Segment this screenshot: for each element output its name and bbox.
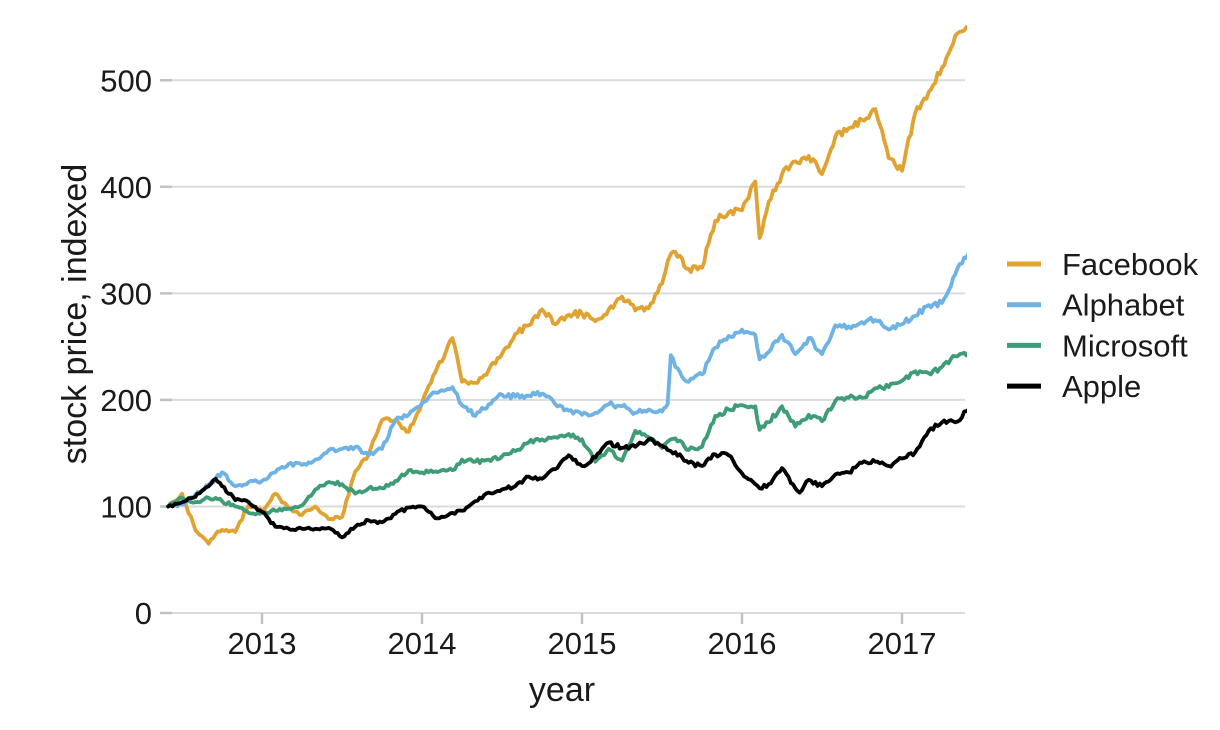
y-axis-title: stock price, indexed (56, 164, 94, 465)
legend-item-apple: Apple (1007, 369, 1141, 404)
x-tick-label: 2014 (388, 626, 457, 661)
y-tick-labels: 0 100 200 300 400 500 (100, 63, 152, 631)
y-tick-label: 200 (100, 383, 152, 418)
legend-label: Alphabet (1062, 288, 1185, 323)
series-line-facebook (166, 25, 967, 546)
y-tick-label: 400 (100, 170, 152, 205)
legend-item-alphabet: Alphabet (1007, 288, 1185, 323)
y-tick-label: 500 (100, 63, 152, 98)
x-tick-label: 2016 (708, 626, 777, 661)
axis-ticks (160, 79, 904, 624)
legend-label: Apple (1062, 369, 1141, 404)
y-tick-label: 100 (100, 490, 152, 525)
x-axis-title: year (529, 671, 595, 709)
x-tick-label: 2015 (548, 626, 617, 661)
x-tick-label: 2013 (228, 626, 297, 661)
legend-label: Facebook (1062, 247, 1199, 282)
legend-label: Microsoft (1062, 328, 1188, 363)
series-line-alphabet (166, 252, 967, 509)
data-lines (166, 25, 967, 546)
y-tick-label: 0 (135, 596, 152, 631)
series-line-microsoft (166, 350, 967, 517)
x-tick-labels: 2013 2014 2015 2016 2017 (228, 626, 937, 661)
x-tick-label: 2017 (868, 626, 937, 661)
legend: Facebook Alphabet Microsoft Apple (1007, 247, 1199, 404)
y-tick-label: 300 (100, 276, 152, 311)
legend-item-facebook: Facebook (1007, 247, 1199, 282)
series-line-apple (166, 408, 967, 540)
legend-item-microsoft: Microsoft (1007, 328, 1188, 363)
gridlines (160, 79, 965, 614)
